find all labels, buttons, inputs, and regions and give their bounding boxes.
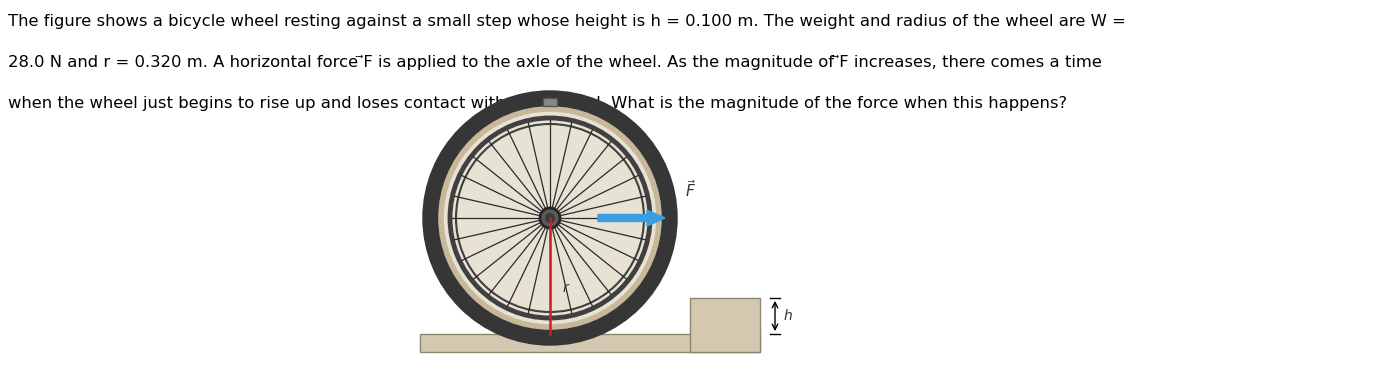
Bar <box>420 334 760 352</box>
Text: $r$: $r$ <box>562 281 571 295</box>
Circle shape <box>540 208 560 228</box>
Text: $\vec{F}$: $\vec{F}$ <box>685 179 696 200</box>
Bar <box>690 298 760 352</box>
Text: when the wheel just begins to rise up and loses contact with the ground. What is: when the wheel just begins to rise up an… <box>8 96 1068 111</box>
Circle shape <box>432 100 668 336</box>
Text: 28.0 N and r = 0.320 m. A horizontal force ⃗F is applied to the axle of the whee: 28.0 N and r = 0.320 m. A horizontal for… <box>8 55 1102 70</box>
Text: $h$: $h$ <box>782 308 793 323</box>
FancyArrow shape <box>599 210 665 226</box>
Circle shape <box>546 213 555 223</box>
Text: The figure shows a bicycle wheel resting against a small step whose height is h : The figure shows a bicycle wheel resting… <box>8 14 1126 29</box>
Bar <box>543 98 557 106</box>
